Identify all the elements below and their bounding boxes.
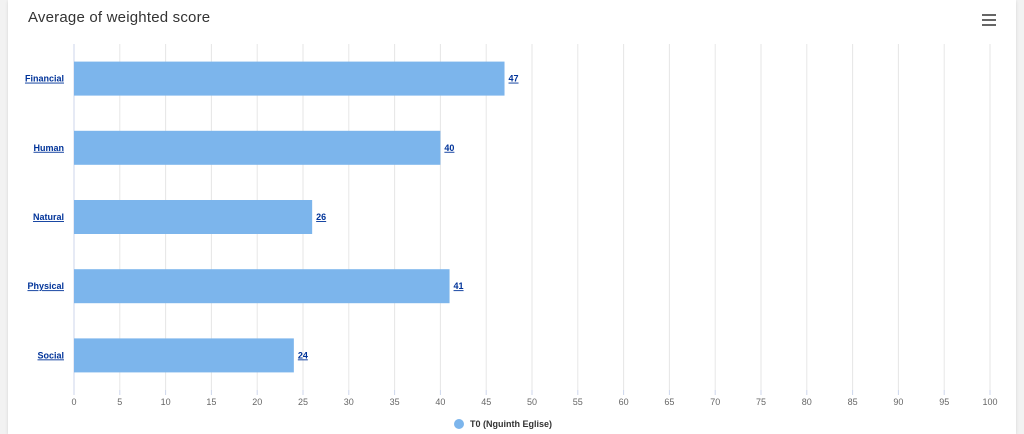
x-tick-label: 75 [756, 397, 766, 407]
data-label: 24 [298, 350, 308, 360]
x-tick-label: 85 [848, 397, 858, 407]
x-tick-label: 50 [527, 397, 537, 407]
data-label: 47 [509, 74, 519, 84]
x-tick-label: 25 [298, 397, 308, 407]
x-tick-label: 35 [390, 397, 400, 407]
data-label: 40 [444, 143, 454, 153]
x-tick-label: 80 [802, 397, 812, 407]
x-tick-label: 20 [252, 397, 262, 407]
legend-label: T0 (Nguinth Eglise) [470, 419, 552, 429]
x-tick-label: 30 [344, 397, 354, 407]
category-label[interactable]: Natural [33, 212, 64, 222]
x-tick-label: 0 [71, 397, 76, 407]
x-tick-label: 65 [664, 397, 674, 407]
x-tick-label: 15 [206, 397, 216, 407]
data-label: 41 [454, 281, 464, 291]
bar [74, 130, 441, 165]
x-tick-label: 60 [619, 397, 629, 407]
x-tick-label: 100 [982, 397, 997, 407]
category-label[interactable]: Financial [25, 74, 64, 84]
x-tick-label: 95 [939, 397, 949, 407]
chart-title: Average of weighted score [28, 9, 211, 26]
bar [74, 338, 294, 373]
legend-marker [454, 419, 464, 429]
x-tick-label: 5 [117, 397, 122, 407]
category-label[interactable]: Social [37, 350, 64, 360]
x-tick-label: 90 [893, 397, 903, 407]
bar [74, 200, 313, 234]
x-tick-label: 10 [161, 397, 171, 407]
hamburger-menu-icon[interactable] [982, 14, 996, 26]
category-label[interactable]: Physical [27, 281, 64, 291]
x-tick-label: 70 [710, 397, 720, 407]
x-tick-label: 45 [481, 397, 491, 407]
data-label: 26 [316, 212, 326, 222]
bar [74, 61, 505, 96]
bar [74, 269, 450, 304]
category-label[interactable]: Human [33, 143, 64, 153]
legend-item[interactable]: T0 (Nguinth Eglise) [454, 419, 552, 429]
x-tick-label: 55 [573, 397, 583, 407]
x-tick-label: 40 [435, 397, 445, 407]
